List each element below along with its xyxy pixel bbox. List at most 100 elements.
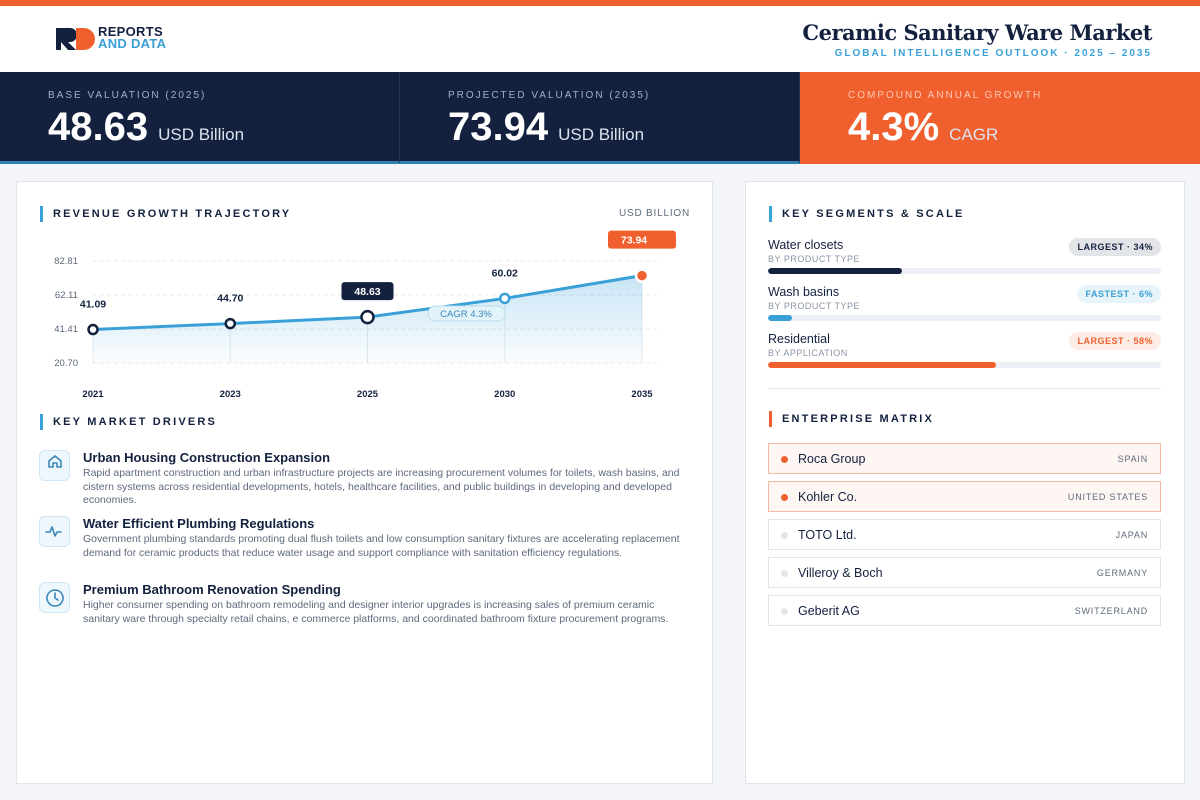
segment-badge: FASTEST · 6% <box>1077 285 1161 303</box>
kpi-label: PROJECTED VALUATION (2035) <box>448 90 651 101</box>
label-box <box>608 230 676 249</box>
enterprise-row: Geberit AG SWITZERLAND <box>768 595 1161 626</box>
status-dot <box>781 608 788 615</box>
driver-title: Water Efficient Plumbing Regulations <box>83 516 315 531</box>
point <box>224 317 236 330</box>
page-subtitle: GLOBAL INTELLIGENCE OUTLOOK · 2025 – 203… <box>834 48 1152 59</box>
header: REPORTS AND DATA <box>0 6 1200 72</box>
x-tick-label: 2035 <box>631 389 653 400</box>
value-label: 73.94 <box>621 235 647 247</box>
kpi-row: 48.63 USD Billion <box>48 101 399 150</box>
value-label: 44.70 <box>217 293 243 305</box>
kpi-label: BASE VALUATION (2025) <box>48 90 207 101</box>
logo-text: REPORTS <box>98 24 163 39</box>
driver-icon <box>39 516 70 547</box>
enterprise-country: JAPAN <box>1115 530 1148 540</box>
enterprise-row: TOTO Ltd. JAPAN <box>768 519 1161 550</box>
status-dot <box>781 494 788 501</box>
status-dot <box>781 532 788 539</box>
y-tick-label: 41.41 <box>54 324 78 335</box>
driver-title: Urban Housing Construction Expansion <box>83 450 331 465</box>
kpi-card: BASE VALUATION (2025) 48.63 USD Billion <box>0 72 400 164</box>
point <box>634 268 650 283</box>
driver: Water Efficient Plumbing Regulations Gove… <box>83 516 683 560</box>
icon-glyph <box>46 589 64 607</box>
segment-badge: LARGEST · 58% <box>1069 332 1161 350</box>
logo-icon <box>56 28 95 50</box>
segment-track <box>768 268 1161 274</box>
enterprise-name: Kohler Co. <box>798 490 858 504</box>
kpi-unit: USD Billion <box>558 125 645 144</box>
enterprise-country: SWITZERLAND <box>1074 606 1148 616</box>
enterprise-row: Villeroy & Boch GERMANY <box>768 557 1161 588</box>
status-dot <box>781 570 788 577</box>
kpi-label: COMPOUND ANNUAL GROWTH <box>848 90 1043 101</box>
chart: 20.70 41.41 62.11 82.81 41.09 2021 44.70 2023 48… <box>54 230 676 400</box>
section-title: KEY SEGMENTS & SCALE <box>769 206 965 222</box>
driver: Urban Housing Construction Expansion Rapi… <box>83 450 683 508</box>
driver-text: Higher consumer spending on bathroom rem… <box>83 599 669 625</box>
value-label: 60.02 <box>492 267 518 279</box>
enterprise-row: Roca Group SPAIN <box>768 443 1161 474</box>
segment-badge: LARGEST · 34% <box>1069 238 1161 256</box>
segment-group: BY PRODUCT TYPE <box>768 254 861 264</box>
unit-label: USD BILLION <box>618 208 690 219</box>
enterprise-country: GERMANY <box>1096 568 1148 578</box>
segment-bar <box>768 268 902 274</box>
kpi-row: 4.3% CAGR <box>848 101 1200 150</box>
kpi-value: 73.94 <box>448 105 549 149</box>
kpi-row: 73.94 USD Billion <box>448 101 799 150</box>
x-tick-label: 2025 <box>357 389 379 400</box>
driver-text: Government plumbing standards promoting … <box>83 533 680 559</box>
status-dot <box>781 456 788 463</box>
kpi-unit: USD Billion <box>158 125 245 144</box>
enterprise-name: TOTO Ltd. <box>798 528 857 542</box>
divider <box>768 388 1161 389</box>
y-tick-label: 20.70 <box>54 358 78 369</box>
point <box>87 323 99 336</box>
x-tick-label: 2021 <box>82 389 104 400</box>
driver-icon <box>39 582 70 613</box>
driver: Premium Bathroom Renovation Spending High… <box>83 582 683 626</box>
enterprise-country: SPAIN <box>1117 454 1148 464</box>
icon-glyph <box>45 526 62 537</box>
segment-group: BY PRODUCT TYPE <box>768 301 861 311</box>
kpi-unit: CAGR <box>949 125 999 144</box>
point <box>360 309 375 325</box>
driver-icon <box>39 450 70 481</box>
kpi-value: 48.63 <box>48 105 149 149</box>
segment-name: Water closets <box>768 238 844 252</box>
point <box>499 292 511 305</box>
kpi-card: COMPOUND ANNUAL GROWTH 4.3% CAGR <box>800 72 1200 164</box>
annotation-pill <box>427 305 506 322</box>
section-title: KEY MARKET DRIVERS <box>40 414 217 430</box>
segment-group: BY APPLICATION <box>768 348 848 358</box>
segment-bar <box>768 362 996 368</box>
y-tick-label: 62.11 <box>55 290 78 301</box>
enterprise-name: Geberit AG <box>798 604 860 618</box>
icon-glyph <box>48 455 62 468</box>
value-label: 41.09 <box>80 299 106 311</box>
page-title: Ceramic Sanitary Ware Market <box>802 20 1152 45</box>
kpi-value: 4.3% <box>848 105 940 149</box>
logo-text: AND DATA <box>98 36 167 51</box>
value-label: 48.63 <box>354 286 380 298</box>
x-tick-label: 2023 <box>220 389 241 400</box>
enterprise-name: Villeroy & Boch <box>798 566 883 580</box>
segment-track <box>768 315 1161 321</box>
driver-title: Premium Bathroom Renovation Spending <box>83 582 341 597</box>
x-tick-label: 2030 <box>494 389 515 400</box>
segment-bar <box>768 315 792 321</box>
enterprise-country: UNITED STATES <box>1067 492 1148 502</box>
enterprise-name: Roca Group <box>798 452 866 466</box>
enterprise-row: Kohler Co. UNITED STATES <box>768 481 1161 512</box>
annotation: CAGR 4.3% <box>440 309 492 320</box>
section-title: ENTERPRISE MATRIX <box>769 411 934 427</box>
driver-text: Rapid apartment construction and urban i… <box>83 467 680 506</box>
section-title: REVENUE GROWTH TRAJECTORY <box>40 206 291 222</box>
left-card <box>16 181 713 784</box>
top-stripe <box>0 0 1200 6</box>
segment-track <box>768 362 1161 368</box>
kpi-card: PROJECTED VALUATION (2035) 73.94 USD Billi… <box>400 72 800 164</box>
